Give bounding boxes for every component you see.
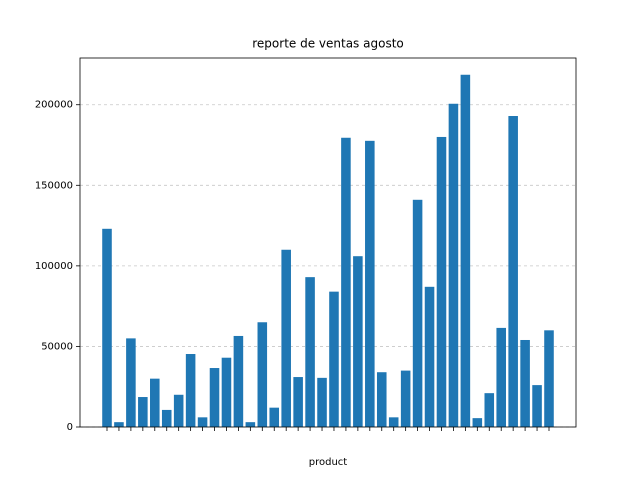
bar <box>245 422 256 427</box>
y-tick-label: 0 <box>67 422 73 433</box>
y-tick-label: 100000 <box>35 261 73 272</box>
bar <box>376 372 387 427</box>
bar <box>353 256 363 427</box>
chart-title: reporte de ventas agosto <box>252 37 404 51</box>
bar <box>185 354 196 427</box>
bar <box>424 286 435 427</box>
y-tick-label: 150000 <box>35 180 73 191</box>
bar <box>544 330 554 427</box>
bar <box>496 327 506 427</box>
x-axis-label: product <box>309 457 348 468</box>
bar <box>209 368 220 427</box>
bar <box>102 228 112 427</box>
bar <box>114 422 124 427</box>
plot-frame <box>79 57 577 428</box>
bar <box>508 116 518 428</box>
bar <box>257 322 268 427</box>
bar <box>161 409 172 427</box>
bar <box>173 394 184 427</box>
bar <box>365 140 375 427</box>
bar <box>448 103 459 427</box>
bar <box>329 291 339 427</box>
bar <box>388 417 399 427</box>
bar <box>293 377 303 427</box>
bar <box>484 393 495 427</box>
bar <box>221 357 232 427</box>
bar <box>412 199 423 427</box>
bar <box>400 370 411 427</box>
bar <box>317 377 327 427</box>
bar <box>281 249 291 427</box>
y-tick-label: 50000 <box>41 341 73 352</box>
bar <box>460 74 471 427</box>
bar <box>305 277 315 427</box>
bar <box>126 338 136 427</box>
bar <box>233 335 244 427</box>
bar <box>269 407 280 427</box>
bar <box>532 385 542 427</box>
bar <box>341 137 351 427</box>
bar <box>150 378 160 427</box>
bar <box>520 339 530 427</box>
bar <box>436 136 447 427</box>
y-tick-label: 200000 <box>35 100 73 111</box>
bar <box>138 397 148 427</box>
bar <box>472 418 483 427</box>
bar <box>197 417 208 427</box>
